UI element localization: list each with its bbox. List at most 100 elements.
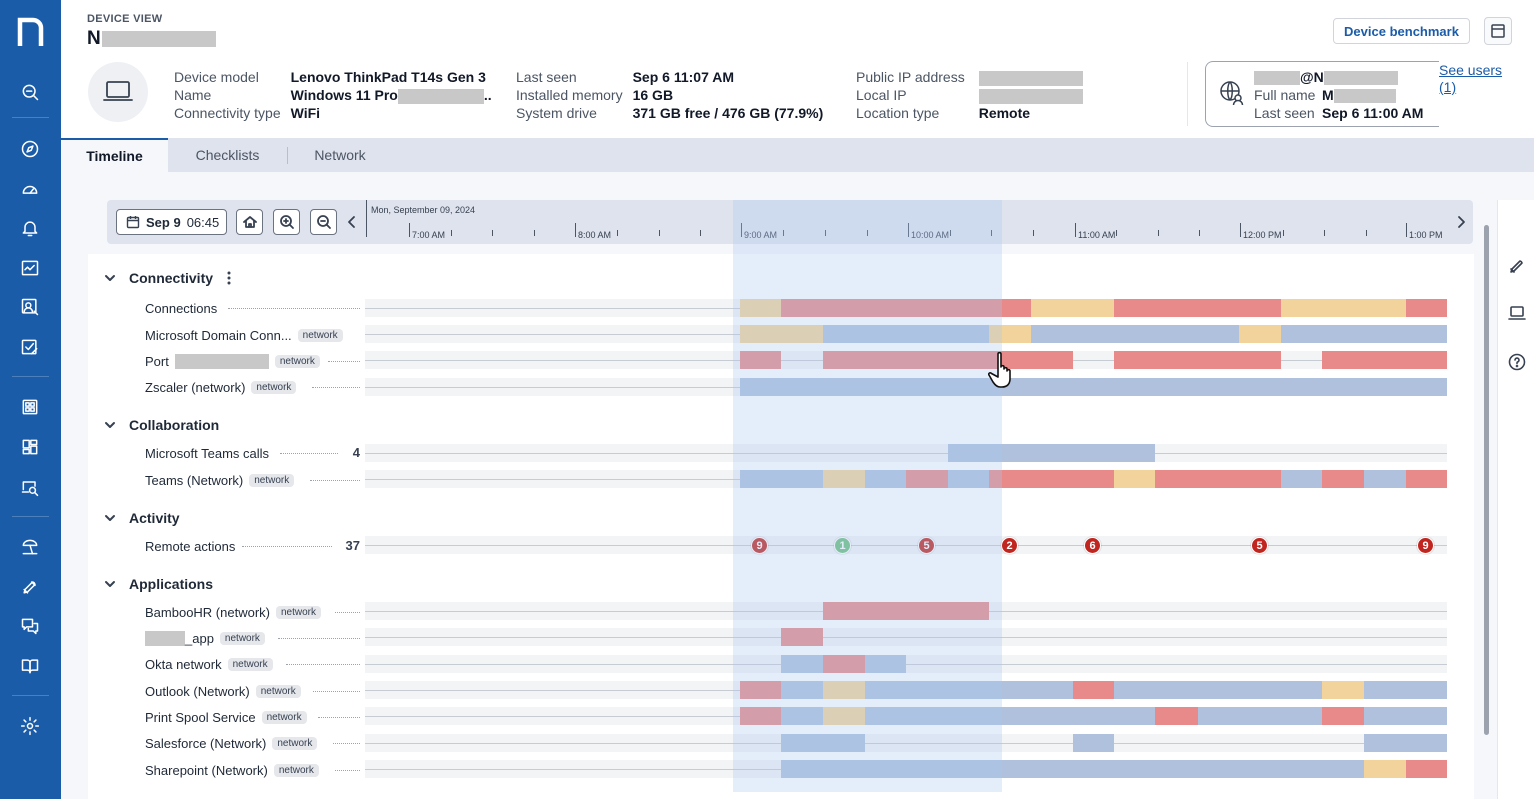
tab-checklists[interactable]: Checklists	[195, 147, 260, 163]
row-ms-domain[interactable]: Microsoft Domain Conn... network	[145, 325, 343, 345]
track-ms-domain[interactable]	[365, 325, 1447, 343]
timeline-segment[interactable]	[1364, 760, 1406, 778]
nexthink-logo[interactable]	[16, 14, 45, 46]
timeline-segment[interactable]	[906, 470, 948, 488]
timeline-segment[interactable]	[1322, 470, 1364, 488]
timeline-segment[interactable]	[1281, 299, 1406, 317]
timeline-segment[interactable]	[1322, 681, 1364, 699]
row-print-spool[interactable]: Print Spool Service network	[145, 707, 307, 727]
timeline-segment[interactable]	[1114, 351, 1281, 369]
timeline-segment[interactable]	[1364, 470, 1406, 488]
rocket-icon[interactable]	[1508, 257, 1526, 275]
timeline-segment[interactable]	[989, 470, 1114, 488]
timeline-segment[interactable]	[781, 681, 823, 699]
timeline-segment[interactable]	[1281, 325, 1447, 343]
see-users-link[interactable]: See users (1)	[1439, 62, 1503, 95]
timeline-segment[interactable]	[823, 602, 989, 620]
timeline-segment[interactable]	[781, 760, 1364, 778]
laptop-icon[interactable]	[1508, 304, 1526, 322]
timeline-segment[interactable]	[740, 351, 781, 369]
track-app[interactable]	[365, 628, 1447, 646]
search-icon[interactable]	[18, 80, 42, 104]
timeline-segment[interactable]	[865, 470, 906, 488]
grid-icon[interactable]	[18, 395, 42, 419]
device-benchmark-button[interactable]: Device benchmark	[1333, 18, 1470, 44]
timeline-segment[interactable]	[740, 378, 1447, 396]
track-teams-network[interactable]	[365, 470, 1447, 488]
timeline-segment[interactable]	[1364, 707, 1447, 725]
timeline-segment[interactable]	[823, 707, 865, 725]
timeline-segment[interactable]	[1155, 707, 1198, 725]
row-connections[interactable]: Connections	[145, 298, 217, 318]
timeline-segment[interactable]	[865, 707, 1155, 725]
section-collaboration[interactable]: Collaboration	[103, 417, 219, 433]
row-okta[interactable]: Okta network network	[145, 654, 273, 674]
row-zscaler[interactable]: Zscaler (network) network	[145, 377, 297, 397]
timeline-segment[interactable]	[781, 734, 865, 752]
device-search-icon[interactable]	[18, 475, 42, 499]
users-search-icon[interactable]	[18, 295, 42, 319]
timeline-segment[interactable]	[740, 299, 781, 317]
timeline-segment[interactable]	[948, 444, 1155, 462]
timeline-segment[interactable]	[1073, 681, 1114, 699]
activity-icon[interactable]	[18, 256, 42, 280]
timeline-segment[interactable]	[740, 707, 781, 725]
timeline-segment[interactable]	[740, 325, 823, 343]
timeline-segment[interactable]	[1155, 470, 1281, 488]
timeline-segment[interactable]	[1073, 734, 1114, 752]
checklist-icon[interactable]	[18, 335, 42, 359]
beach-icon[interactable]	[18, 535, 42, 559]
row-salesforce[interactable]: Salesforce (Network) network	[145, 733, 318, 753]
track-remote-actions[interactable]	[365, 536, 1447, 554]
zoom-in-button[interactable]	[273, 209, 300, 235]
timeline-segment[interactable]	[1114, 681, 1322, 699]
timeline-segment[interactable]	[781, 655, 823, 673]
remote-action-marker[interactable]: 1	[834, 537, 851, 554]
timeline-segment[interactable]	[823, 681, 865, 699]
track-sharepoint[interactable]	[365, 760, 1447, 778]
timeline-segment[interactable]	[823, 470, 865, 488]
timeline-segment[interactable]	[781, 707, 823, 725]
track-zscaler[interactable]	[365, 378, 1447, 396]
zoom-out-button[interactable]	[310, 209, 337, 235]
remote-action-marker[interactable]: 2	[1001, 537, 1018, 554]
vertical-scrollbar[interactable]	[1484, 225, 1489, 735]
scroll-right-button[interactable]	[1453, 214, 1469, 230]
timeline-segment[interactable]	[1198, 707, 1322, 725]
track-teams-calls[interactable]	[365, 444, 1447, 462]
track-okta[interactable]	[365, 655, 1447, 673]
track-bamboohr[interactable]	[365, 602, 1447, 620]
timeline-segment[interactable]	[1406, 299, 1447, 317]
timeline-segment[interactable]	[740, 681, 781, 699]
row-port[interactable]: Port network	[145, 351, 320, 371]
scroll-left-button[interactable]	[344, 214, 360, 230]
section-connectivity[interactable]: Connectivity	[103, 270, 213, 286]
timeline-segment[interactable]	[989, 325, 1031, 343]
date-picker-button[interactable]: Sep 9 06:45	[116, 209, 227, 235]
timeline-segment[interactable]	[1239, 325, 1281, 343]
tab-network[interactable]: Network	[314, 147, 366, 163]
timeline-segment[interactable]	[948, 470, 989, 488]
chat-icon[interactable]	[18, 614, 42, 638]
track-outlook[interactable]	[365, 681, 1447, 699]
tab-timeline[interactable]: Timeline	[61, 138, 168, 172]
gear-icon[interactable]	[18, 714, 42, 738]
timeline-segment[interactable]	[781, 299, 1031, 317]
more-options-icon[interactable]	[223, 270, 235, 286]
section-applications[interactable]: Applications	[103, 576, 213, 592]
timeline-segment[interactable]	[781, 628, 823, 646]
track-port[interactable]	[365, 351, 1447, 369]
track-connections[interactable]	[365, 299, 1447, 317]
user-card[interactable]: @N Full name M Last seen Sep 6 11:00 AM	[1205, 61, 1439, 127]
section-activity[interactable]: Activity	[103, 510, 180, 526]
timeline-segment[interactable]	[1031, 299, 1114, 317]
track-print-spool[interactable]	[365, 707, 1447, 725]
track-salesforce[interactable]	[365, 734, 1447, 752]
timeline-segment[interactable]	[1322, 707, 1364, 725]
timeline-segment[interactable]	[1114, 299, 1281, 317]
rocket-icon[interactable]	[18, 575, 42, 599]
compass-icon[interactable]	[18, 137, 42, 161]
dashboard-icon[interactable]	[18, 435, 42, 459]
help-icon[interactable]	[1508, 353, 1526, 371]
timeline-segment[interactable]	[823, 655, 865, 673]
